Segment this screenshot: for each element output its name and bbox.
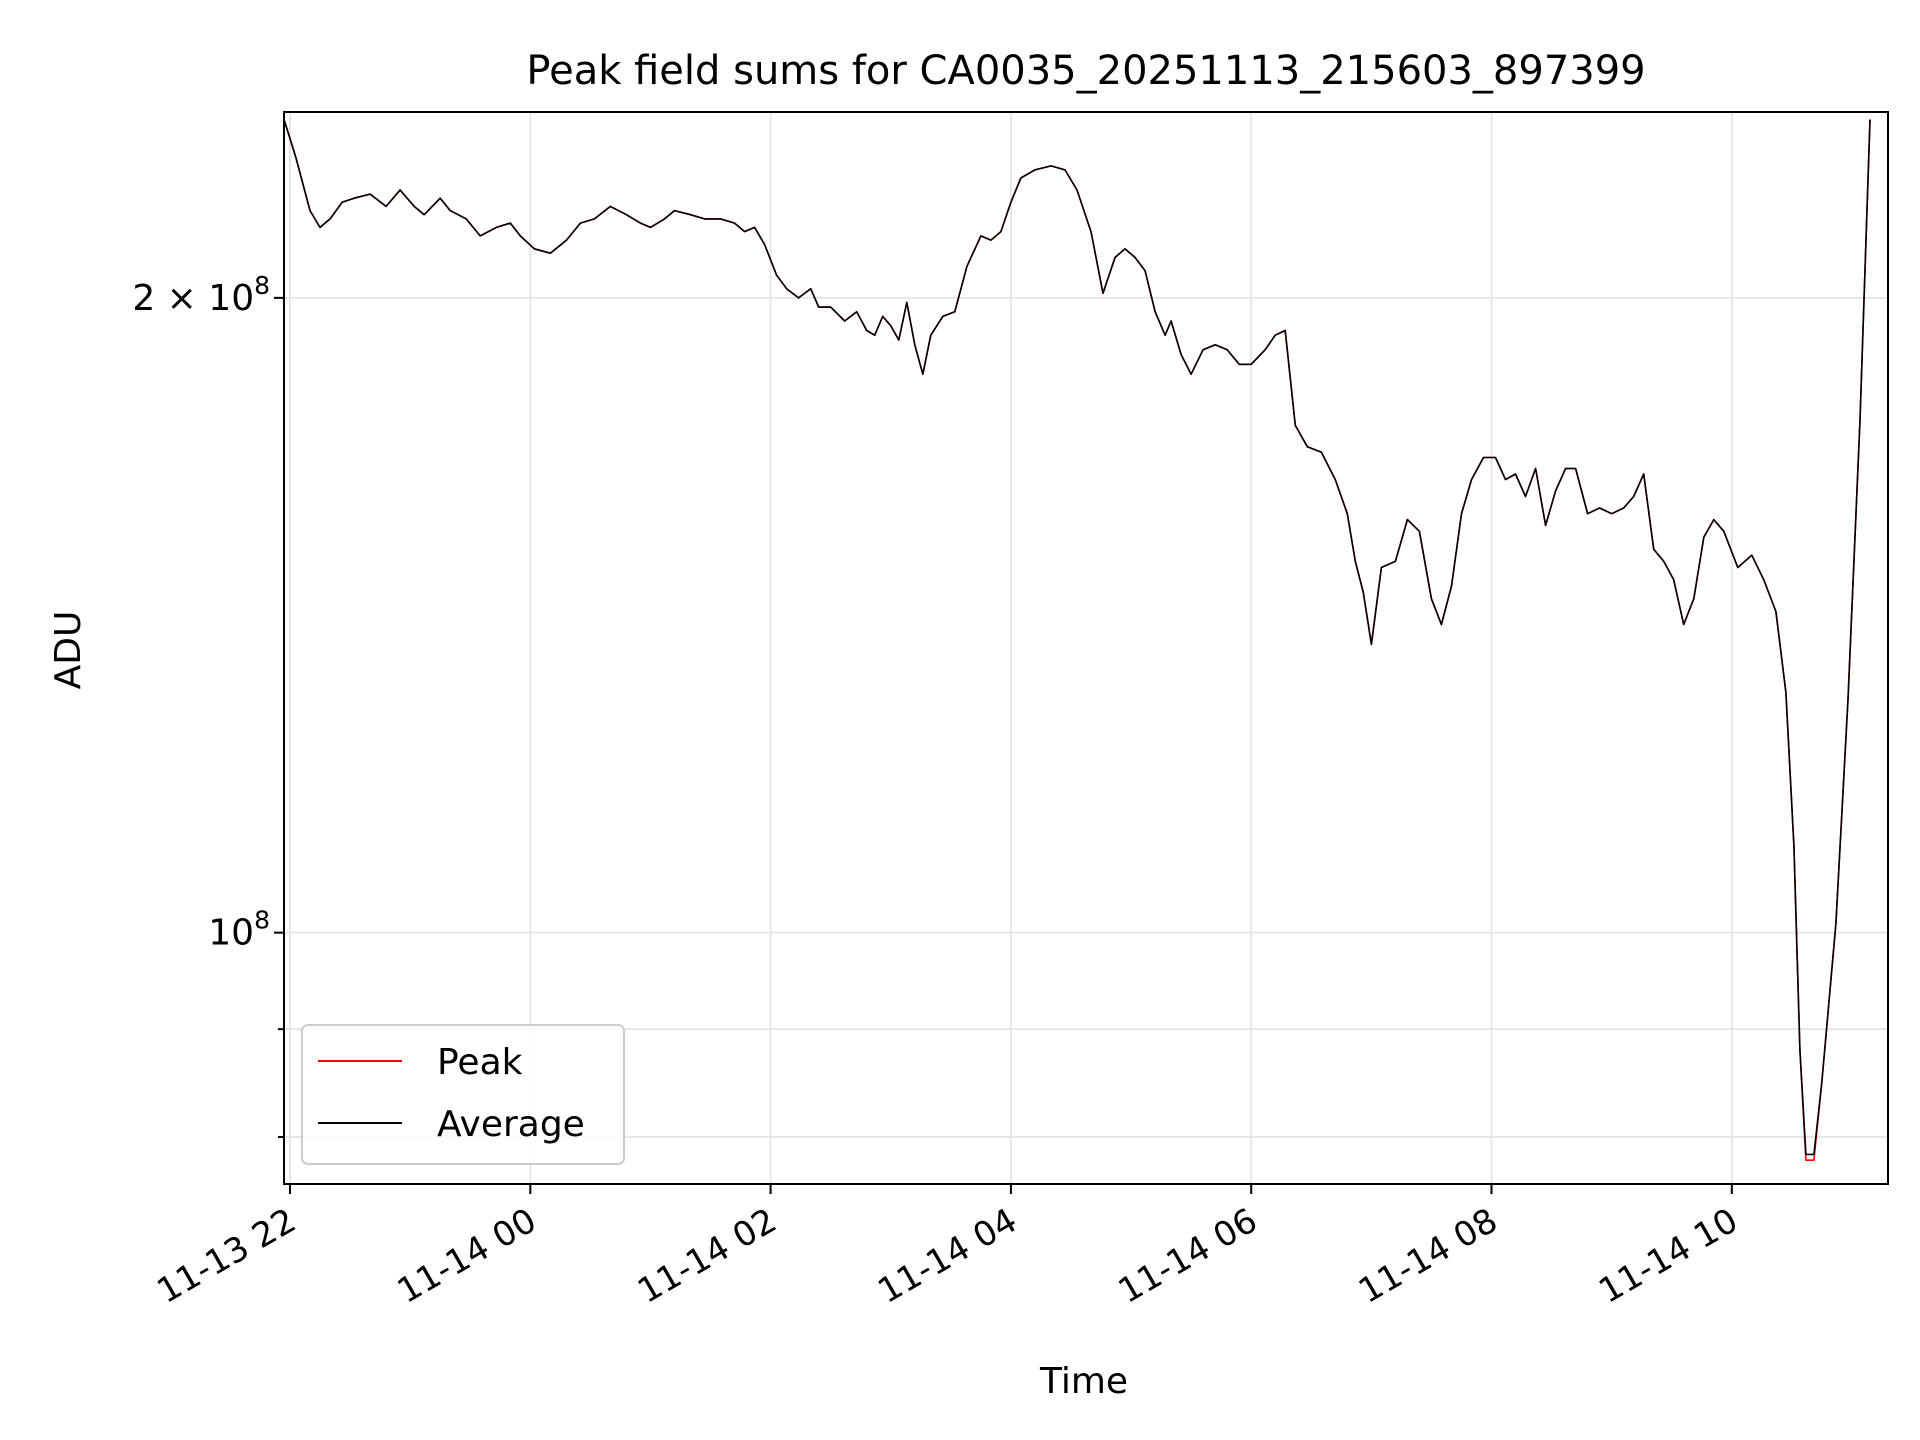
legend-average-label: Average [437,1104,585,1145]
legend-box [301,1024,625,1165]
series-line-average [284,119,1871,1156]
y-tick-label-base: 2 × 10 [132,278,254,319]
y-axis-label: ADU [48,611,89,690]
grid [284,112,1888,1184]
y-tick-label-exponent: 8 [254,271,270,300]
y-tick-label: 108 [208,906,270,954]
x-axis-label: Time [1039,1361,1128,1402]
y-tick-label-base: 10 [208,913,254,954]
legend: Peak Average [301,1024,625,1165]
chart-title: Peak field sums for CA0035_20251113_2156… [526,48,1645,94]
plot-frame [283,111,1889,1185]
y-tick-label-exponent: 8 [254,906,270,935]
series-lines [284,119,1871,1161]
legend-peak-label: Peak [437,1042,523,1083]
y-tick-label: 2 × 108 [132,271,270,319]
